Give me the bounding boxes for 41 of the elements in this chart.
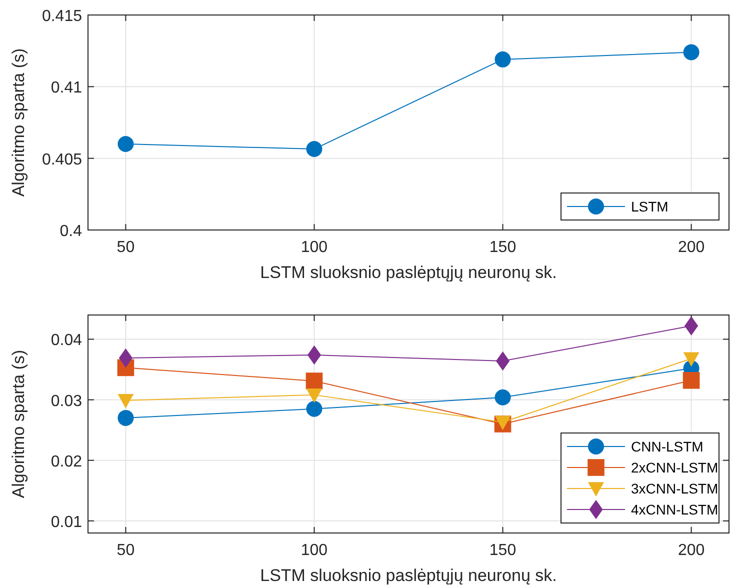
point xyxy=(306,388,322,403)
point xyxy=(306,141,322,158)
point xyxy=(494,51,511,68)
x-tick-label: 150 xyxy=(489,239,516,256)
point xyxy=(306,400,322,417)
x-tick-label: 200 xyxy=(678,239,705,256)
y-axis-title: Algoritmo sparta (s) xyxy=(9,48,28,197)
point xyxy=(682,372,700,389)
y-tick-label: 0.04 xyxy=(50,332,82,350)
point xyxy=(683,352,700,367)
y-tick-label: 0.41 xyxy=(50,80,82,97)
point xyxy=(684,316,698,336)
x-tick-label: 100 xyxy=(300,239,328,256)
x-axis-title: LSTM sluoksnio paslėptųjų neuronų sk. xyxy=(260,263,557,282)
legend-label: 2xCNN-LSTM xyxy=(631,460,718,476)
legend-label: 4xCNN-LSTM xyxy=(631,502,718,518)
x-axis-title: LSTM sluoksnio paslėptųjų neuronų sk. xyxy=(260,566,557,585)
point xyxy=(118,410,134,426)
point xyxy=(118,348,133,368)
x-tick-label: 50 xyxy=(116,542,135,559)
legend-label: CNN-LSTM xyxy=(631,438,704,454)
y-tick-label: 0.4 xyxy=(60,223,82,240)
legend-label: LSTM xyxy=(631,198,668,214)
point xyxy=(118,136,134,152)
y-tick-label: 0.415 xyxy=(42,8,82,25)
legend-label: 3xCNN-LSTM xyxy=(631,480,718,496)
point xyxy=(306,372,323,390)
y-axis-title: Algoritmo sparta (s) xyxy=(9,350,28,498)
y-tick-label: 0.01 xyxy=(50,514,82,531)
point xyxy=(494,389,511,406)
x-tick-label: 200 xyxy=(678,542,705,559)
y-tick-label: 0.405 xyxy=(42,151,82,168)
x-tick-label: 150 xyxy=(489,542,516,559)
y-tick-label: 0.02 xyxy=(50,453,82,470)
y-tick-label: 0.03 xyxy=(50,392,82,410)
point xyxy=(307,345,322,365)
x-tick-label: 100 xyxy=(300,542,328,559)
point xyxy=(496,351,510,371)
point xyxy=(118,394,134,408)
x-tick-label: 50 xyxy=(116,239,135,256)
point xyxy=(683,44,700,60)
